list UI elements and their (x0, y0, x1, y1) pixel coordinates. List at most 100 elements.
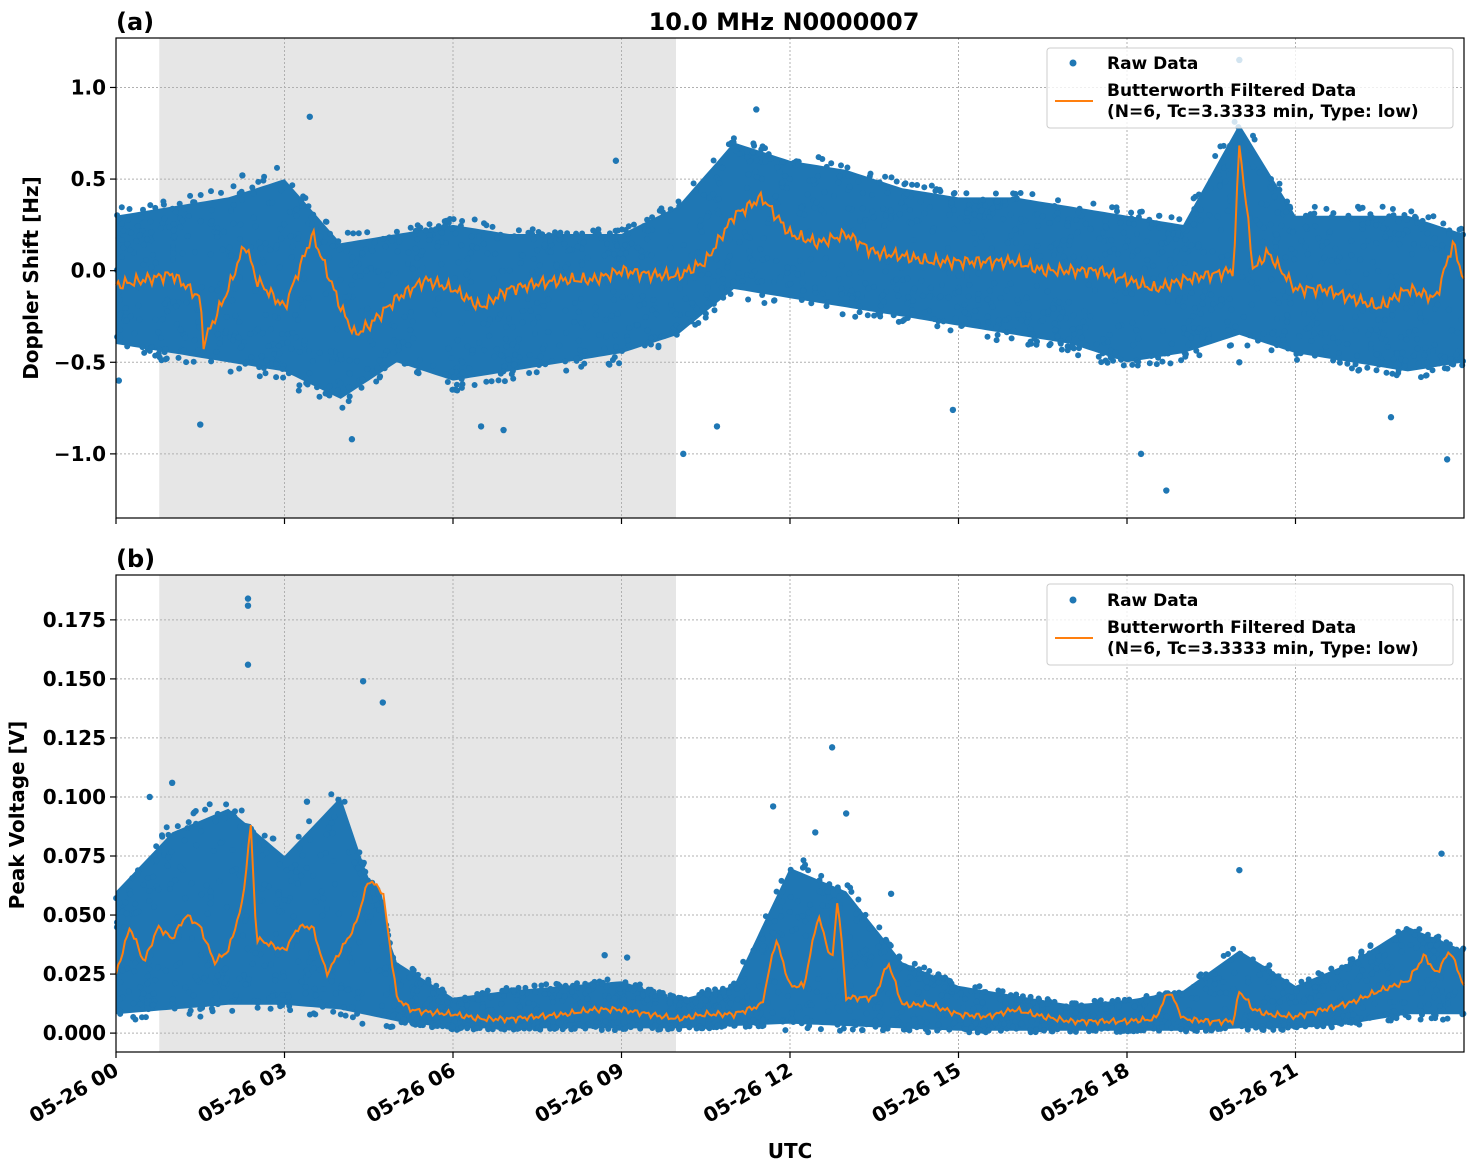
raw-point (1008, 1000, 1015, 1007)
raw-point (1054, 216, 1061, 223)
raw-outlier-point (887, 890, 895, 897)
raw-data-band (116, 124, 1464, 399)
raw-point (955, 273, 962, 279)
raw-point (1231, 969, 1238, 976)
raw-point (213, 994, 220, 1001)
raw-point (934, 1027, 941, 1034)
raw-point (116, 311, 123, 318)
raw-point (1260, 330, 1267, 337)
raw-point (607, 1001, 614, 1008)
raw-point (299, 304, 306, 311)
raw-point (964, 273, 970, 280)
raw-point (1401, 363, 1408, 370)
raw-point (335, 796, 342, 803)
raw-point (1230, 986, 1237, 993)
raw-point (1140, 288, 1147, 295)
raw-point (903, 190, 910, 197)
raw-point (1334, 296, 1341, 303)
raw-point (1097, 997, 1104, 1004)
raw-point (1185, 341, 1192, 348)
raw-point (1202, 975, 1209, 982)
raw-point (1050, 305, 1057, 312)
raw-point (1301, 996, 1308, 1003)
raw-point (921, 210, 928, 217)
raw-point (1306, 324, 1313, 331)
raw-point (1446, 231, 1453, 238)
raw-point (242, 838, 248, 845)
raw-point (1226, 295, 1233, 302)
raw-point (715, 268, 722, 275)
raw-point (230, 220, 237, 227)
raw-point (637, 1025, 644, 1032)
raw-point (828, 922, 835, 929)
raw-point (351, 859, 358, 866)
raw-point (272, 977, 279, 984)
raw-point (286, 208, 293, 215)
raw-point (397, 982, 404, 989)
raw-outlier-point (115, 377, 123, 384)
raw-point (836, 173, 843, 180)
raw-point (798, 204, 805, 211)
raw-point (1317, 307, 1324, 314)
raw-point (802, 861, 809, 868)
raw-point (756, 150, 763, 157)
raw-point (721, 1022, 728, 1029)
raw-point (740, 1013, 747, 1020)
raw-point (1181, 245, 1188, 252)
raw-point (229, 297, 236, 304)
raw-outlier-point (713, 423, 721, 430)
raw-point (976, 983, 983, 990)
raw-point (939, 282, 945, 289)
raw-point (1205, 335, 1212, 342)
raw-point (1424, 977, 1431, 984)
raw-point (636, 302, 643, 309)
raw-point (341, 798, 348, 805)
raw-point (1245, 979, 1252, 986)
raw-point (1360, 243, 1367, 250)
raw-point (556, 232, 563, 238)
raw-point (300, 193, 307, 200)
raw-point (653, 311, 660, 318)
raw-point (1311, 203, 1318, 210)
raw-point (582, 1025, 589, 1032)
raw-point (435, 311, 442, 318)
raw-point (1220, 142, 1227, 149)
raw-point (906, 1022, 912, 1029)
raw-point (859, 205, 866, 212)
raw-point (1376, 957, 1383, 964)
raw-point (980, 213, 987, 220)
raw-point (1018, 1020, 1025, 1027)
raw-point (320, 895, 327, 902)
raw-point (172, 877, 179, 884)
raw-point (433, 982, 440, 989)
raw-point (295, 387, 302, 394)
raw-point (296, 845, 303, 852)
raw-point (768, 196, 775, 203)
raw-point (1201, 287, 1208, 294)
raw-point (561, 240, 568, 247)
raw-point (119, 967, 126, 974)
raw-point (931, 316, 938, 323)
raw-point (1377, 1012, 1384, 1019)
raw-point (1128, 209, 1135, 216)
raw-point (1244, 1026, 1251, 1033)
raw-point (1417, 309, 1423, 316)
raw-point (1328, 965, 1335, 972)
raw-point (901, 963, 908, 970)
raw-point (129, 875, 136, 882)
raw-point (420, 1019, 427, 1026)
raw-point (473, 1025, 480, 1032)
raw-point (688, 252, 695, 259)
raw-point (951, 1019, 958, 1026)
raw-point (229, 1007, 236, 1014)
raw-point (278, 235, 285, 242)
raw-point (286, 1003, 293, 1009)
raw-point (1159, 327, 1166, 334)
raw-point (441, 223, 448, 230)
raw-point (1397, 334, 1404, 341)
raw-point (371, 239, 378, 246)
raw-point (147, 952, 154, 959)
raw-point (328, 791, 335, 798)
raw-point (1268, 347, 1275, 354)
raw-point (1421, 352, 1428, 359)
